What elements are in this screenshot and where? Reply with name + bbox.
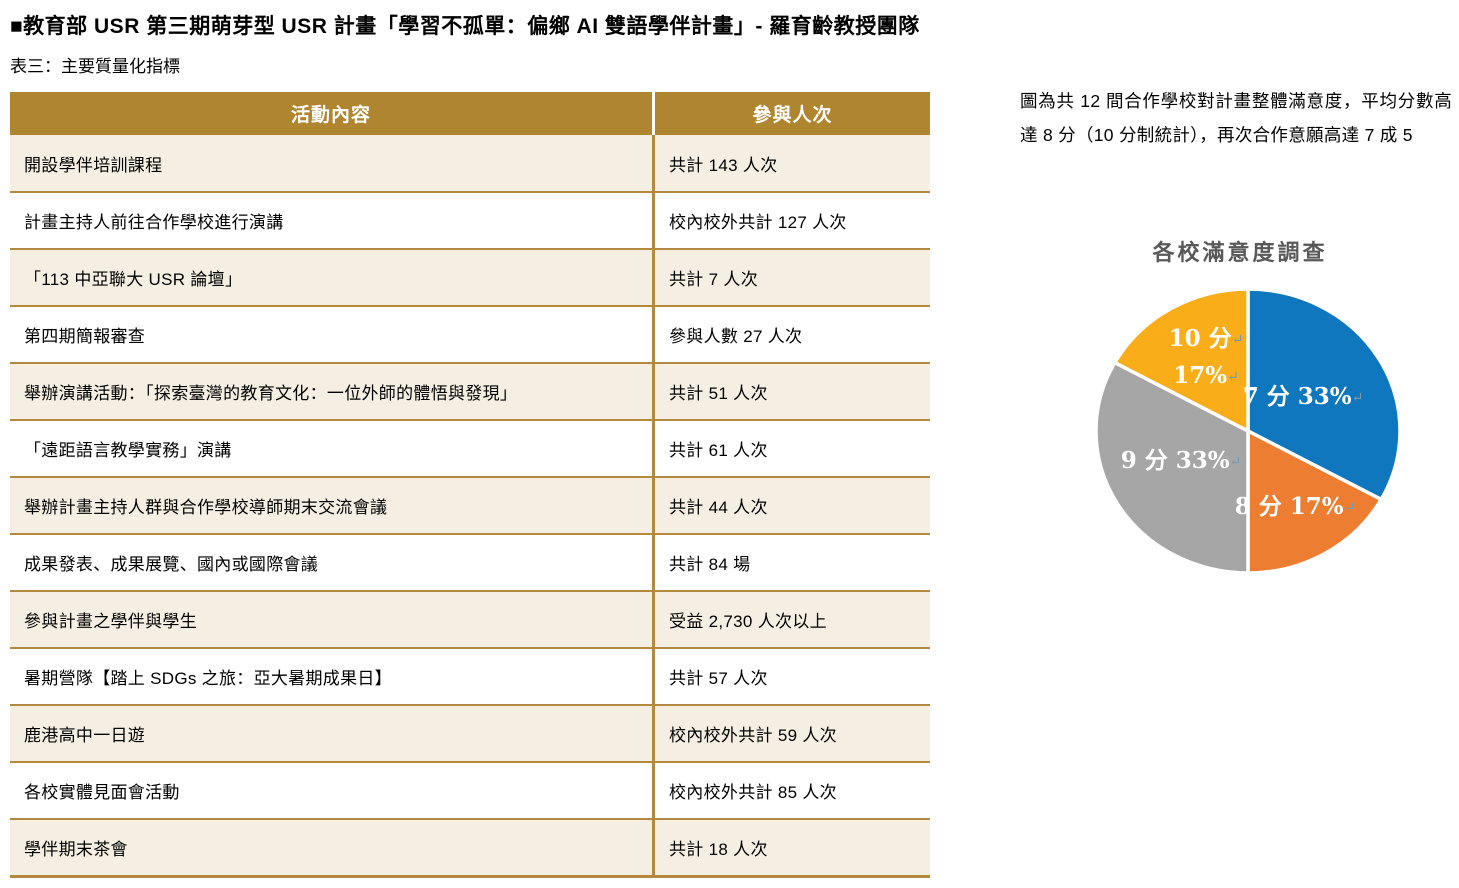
paragraph-return-mark: ↵ [1227, 369, 1239, 385]
participants-cell: 校內校外共計 127 人次 [652, 192, 930, 250]
pie-slice-label: 9 分 33%↵ [1121, 447, 1242, 474]
satisfaction-note: 圖為共 12 間合作學校對計畫整體滿意度，平均分數高達 8 分（10 分制統計）… [1020, 91, 1452, 145]
participants-cell: 共計 18 人次 [652, 819, 930, 878]
table-row: 各校實體見面會活動 校內校外共計 85 人次 [10, 762, 930, 820]
activity-cell: 開設學伴培訓課程 [10, 135, 654, 193]
activity-cell: 舉辦演講活動：「探索臺灣的教育文化：一位外師的體悟與發現」 [10, 363, 654, 421]
table-row: 參與計畫之學伴與學生 受益 2,730 人次以上 [10, 591, 930, 649]
activity-cell: 「113 中亞聯大 USR 論壇」 [10, 249, 654, 307]
table-row: 開設學伴培訓課程 共計 143 人次 [10, 135, 930, 193]
pie-slice-3 [1094, 360, 1250, 575]
participants-cell: 校內校外共計 85 人次 [652, 762, 930, 820]
table-row: 成果發表、成果展覽、國內或國際會議 共計 84 場 [10, 534, 930, 592]
activity-cell: 暑期營隊【踏上 SDGs 之旅：亞大暑期成果日】 [10, 648, 654, 706]
table-row: 舉辦演講活動：「探索臺灣的教育文化：一位外師的體悟與發現」 共計 51 人次 [10, 363, 930, 421]
header-activity: 活動內容 [10, 92, 654, 135]
pie-slice-label: 8 分 17%↵ [1235, 493, 1356, 520]
quantitative-indicators-table: 活動內容 參與人次 開設學伴培訓課程 共計 143 人次 計畫主持人前往合作學校進行… [10, 92, 930, 878]
table-row: 計畫主持人前往合作學校進行演講 校內校外共計 127 人次 [10, 192, 930, 250]
participants-cell: 共計 61 人次 [652, 420, 930, 478]
participants-cell: 共計 7 人次 [652, 249, 930, 307]
participants-cell: 共計 51 人次 [652, 363, 930, 421]
activity-cell: 「遠距語言教學實務」演講 [10, 420, 654, 478]
activity-cell: 學伴期末茶會 [10, 819, 654, 878]
table-caption: 表三：主要質量化指標 [10, 57, 180, 76]
pie-slice-1 [1246, 287, 1402, 502]
activity-cell: 參與計畫之學伴與學生 [10, 591, 654, 649]
paragraph-return-mark: ↵ [1230, 454, 1242, 470]
header-participants: 參與人次 [652, 92, 930, 135]
pie-slice-label: 10 分↵ [1169, 325, 1244, 352]
activity-cell: 計畫主持人前往合作學校進行演講 [10, 192, 654, 250]
paragraph-return-mark: ↵ [1352, 390, 1364, 406]
participants-cell: 共計 143 人次 [652, 135, 930, 193]
participants-cell: 受益 2,730 人次以上 [652, 591, 930, 649]
activity-cell: 第四期簡報審查 [10, 306, 654, 364]
table-row: 舉辦計畫主持人群與合作學校導師期末交流會議 共計 44 人次 [10, 477, 930, 535]
table-header: 活動內容 參與人次 [10, 92, 930, 135]
table-row: 「113 中亞聯大 USR 論壇」 共計 7 人次 [10, 249, 930, 307]
participants-cell: 共計 57 人次 [652, 648, 930, 706]
participants-cell: 參與人數 27 人次 [652, 306, 930, 364]
table-row: 鹿港高中一日遊 校內校外共計 59 人次 [10, 705, 930, 763]
pie-slice-2 [1246, 429, 1383, 575]
pie-slice-4 [1113, 287, 1250, 433]
table-row: 第四期簡報審查 參與人數 27 人次 [10, 306, 930, 364]
pie-slice-label: 7 分 33%↵ [1243, 383, 1364, 410]
paragraph-return-mark: ↵ [1232, 332, 1244, 348]
activity-cell: 成果發表、成果展覽、國內或國際會議 [10, 534, 654, 592]
table-row: 學伴期末茶會 共計 18 人次 [10, 819, 930, 878]
participants-cell: 共計 44 人次 [652, 477, 930, 535]
activity-cell: 各校實體見面會活動 [10, 762, 654, 820]
table-row: 「遠距語言教學實務」演講 共計 61 人次 [10, 420, 930, 478]
page-title: ■教育部 USR 第三期萌芽型 USR 計畫「學習不孤單：偏鄉 AI 雙語學伴計… [10, 15, 920, 38]
participants-cell: 校內校外共計 59 人次 [652, 705, 930, 763]
activity-cell: 舉辦計畫主持人群與合作學校導師期末交流會議 [10, 477, 654, 535]
pie-chart-title: 各校滿意度調查 [1151, 240, 1327, 266]
table-row: 暑期營隊【踏上 SDGs 之旅：亞大暑期成果日】 共計 57 人次 [10, 648, 930, 706]
paragraph-return-mark: ↵ [1344, 500, 1356, 516]
participants-cell: 共計 84 場 [652, 534, 930, 592]
activity-cell: 鹿港高中一日遊 [10, 705, 654, 763]
